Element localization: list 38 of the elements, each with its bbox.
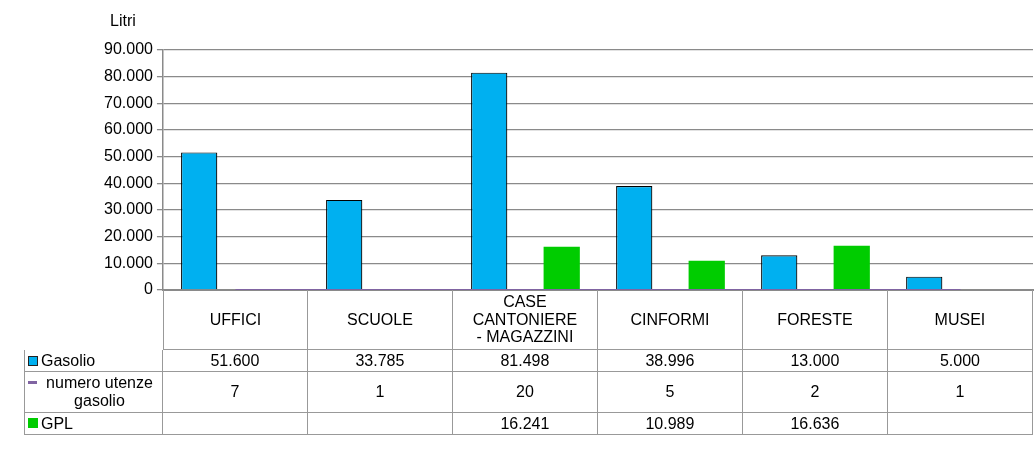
y-tick-label: 10.000 [104,253,154,271]
data-label: 1 [887,372,1033,413]
y-axis-title: Litri [109,12,137,30]
data-label: 7 [162,372,308,413]
y-tick-label: 40.000 [104,173,154,191]
data-label: 16.636 [742,412,888,436]
legend-label: GPL [41,414,74,433]
legend-label: numero utenze gasolio [45,374,154,410]
data-label: 38.996 [597,349,743,373]
data-label: 81.498 [452,349,598,373]
data-label: 20 [452,372,598,413]
x-tick-label: FORESTE [742,290,888,350]
y-tick-label: 70.000 [104,93,154,111]
y-tick-label: 0 [144,280,154,298]
y-tick-label: 30.000 [104,200,154,218]
y-tick-label: 20.000 [104,227,154,245]
y-tick-label: 90.000 [104,40,154,58]
x-tick-label: CASE CANTONIERE - MAGAZZINI [452,290,598,350]
x-tick-label: MUSEI [887,290,1033,350]
y-tick-label: 80.000 [104,67,154,85]
bar [543,246,580,290]
y-tick-label: 60.000 [104,120,154,138]
data-label: 51.600 [162,349,308,373]
data-label: 5.000 [887,349,1033,373]
data-label: 13.000 [742,349,888,373]
data-label: 16.241 [452,412,598,436]
y-tick-label: 50.000 [104,147,154,165]
data-label: 2 [742,372,888,413]
x-tick-label: UFFICI [162,290,308,350]
legend-label: Gasolio [41,351,96,370]
bar [688,260,725,290]
bar [833,245,870,290]
data-label: 10.989 [597,412,743,436]
data-label: 5 [597,372,743,413]
x-tick-label: SCUOLE [307,290,453,350]
x-tick-label: CINFORMI [597,290,743,350]
data-label: 33.785 [307,349,453,373]
data-label: 1 [307,372,453,413]
